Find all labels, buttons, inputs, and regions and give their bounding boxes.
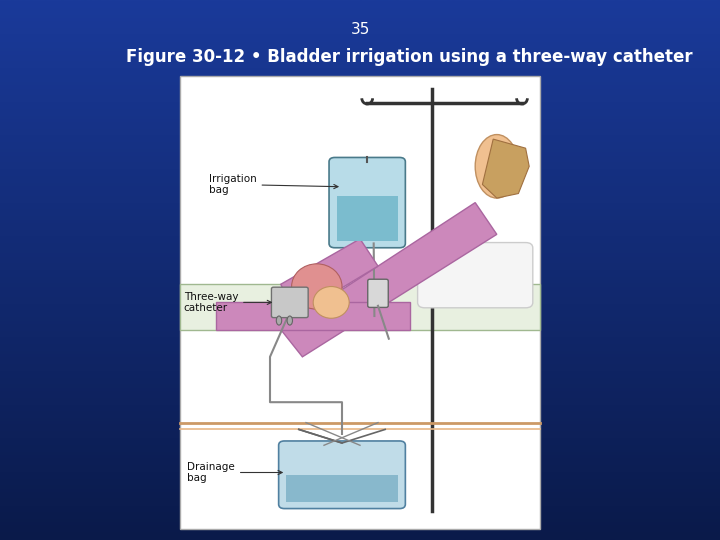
Bar <box>180 284 540 329</box>
Polygon shape <box>482 139 529 198</box>
Ellipse shape <box>292 264 342 309</box>
Text: Irrigation
bag: Irrigation bag <box>209 174 338 195</box>
Text: Figure 30-12 • Bladder irrigation using a three-way catheter: Figure 30-12 • Bladder irrigation using … <box>126 48 693 66</box>
Polygon shape <box>281 202 497 357</box>
Ellipse shape <box>475 134 518 198</box>
FancyBboxPatch shape <box>279 441 405 509</box>
FancyBboxPatch shape <box>180 76 540 529</box>
Bar <box>337 196 397 241</box>
FancyBboxPatch shape <box>329 158 405 248</box>
Text: 35: 35 <box>351 22 369 37</box>
FancyBboxPatch shape <box>368 279 388 307</box>
Ellipse shape <box>276 316 282 325</box>
Bar <box>287 475 397 502</box>
Ellipse shape <box>313 287 349 318</box>
FancyBboxPatch shape <box>418 242 533 308</box>
FancyBboxPatch shape <box>271 287 308 318</box>
Text: Drainage
bag: Drainage bag <box>187 462 282 483</box>
Ellipse shape <box>287 316 292 325</box>
Polygon shape <box>281 239 378 316</box>
Text: Three-way
catheter: Three-way catheter <box>184 292 271 313</box>
Polygon shape <box>216 302 410 329</box>
